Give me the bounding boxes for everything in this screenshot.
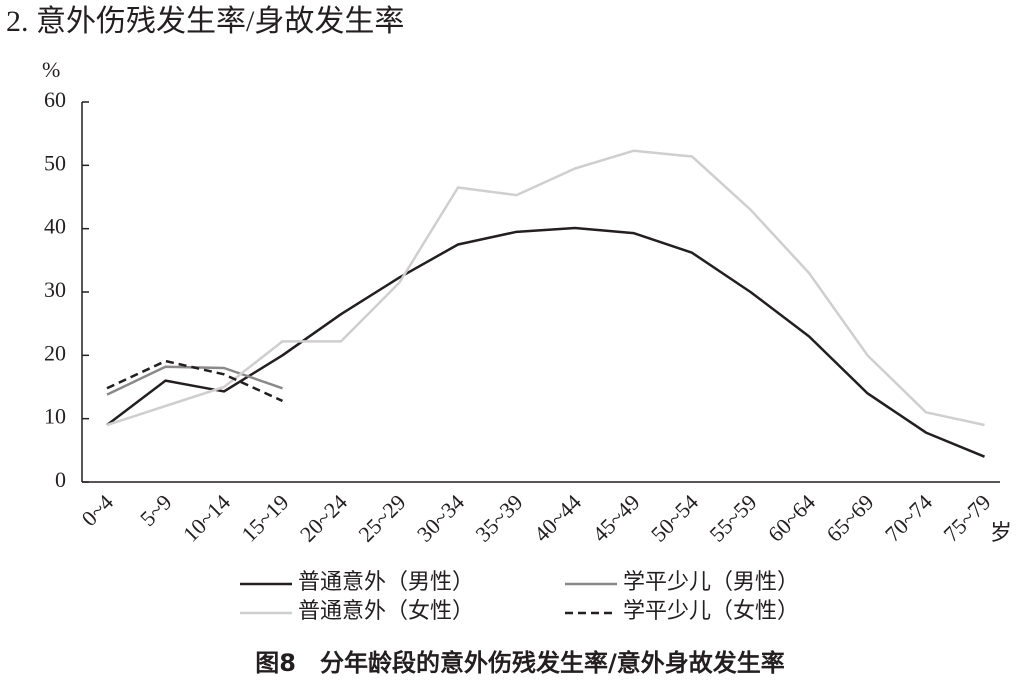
- x-tick-label: 20~24: [295, 489, 352, 546]
- caption: 图8 分年龄段的意外伤残发生率/意外身故发生率: [255, 649, 784, 677]
- x-tick-label: 50~54: [646, 489, 703, 546]
- x-tick-label: 70~74: [880, 489, 937, 546]
- x-tick-label: 55~59: [704, 489, 761, 546]
- series-line: [106, 149, 985, 427]
- legend-label: 普通意外（男性）: [298, 569, 474, 594]
- x-tick-label: 15~19: [236, 489, 293, 546]
- x-tick-label: 25~29: [353, 489, 410, 546]
- x-tick-label: 65~69: [821, 489, 878, 546]
- x-tick-label: 0~4: [76, 489, 118, 531]
- x-tick-label: 30~34: [412, 489, 469, 546]
- x-tick-label: 75~79: [938, 489, 995, 546]
- y-tick-label: 40: [44, 214, 66, 239]
- y-tick-label: 0: [55, 467, 66, 492]
- series-line: [106, 359, 284, 403]
- x-tick-label: 40~44: [529, 489, 586, 546]
- x-tick-label: 10~14: [178, 489, 235, 546]
- legend-label: 学平少儿（男性）: [623, 569, 799, 594]
- chart-title: 2. 意外伤残发生率/身故发生率: [6, 5, 404, 38]
- y-unit: %: [42, 57, 60, 82]
- y-tick-label: 60: [44, 87, 66, 112]
- x-tick-label: 60~64: [763, 489, 820, 546]
- x-tick-label: 5~9: [135, 489, 177, 531]
- y-tick-label: 20: [44, 340, 66, 365]
- y-tick-label: 10: [44, 404, 66, 429]
- x-tick-label: 45~49: [587, 489, 644, 546]
- x-tick-label: 35~39: [470, 489, 527, 546]
- y-tick-label: 30: [44, 277, 66, 302]
- legend-label: 学平少儿（女性）: [623, 598, 799, 623]
- legend-label: 普通意外（女性）: [298, 598, 474, 623]
- y-tick-label: 50: [44, 150, 66, 175]
- series-line: [106, 226, 985, 458]
- x-unit: 岁: [990, 520, 1012, 545]
